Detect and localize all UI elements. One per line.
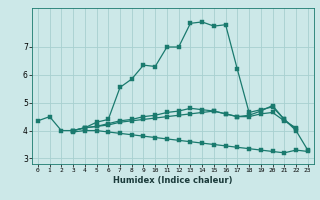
X-axis label: Humidex (Indice chaleur): Humidex (Indice chaleur) <box>113 176 233 185</box>
